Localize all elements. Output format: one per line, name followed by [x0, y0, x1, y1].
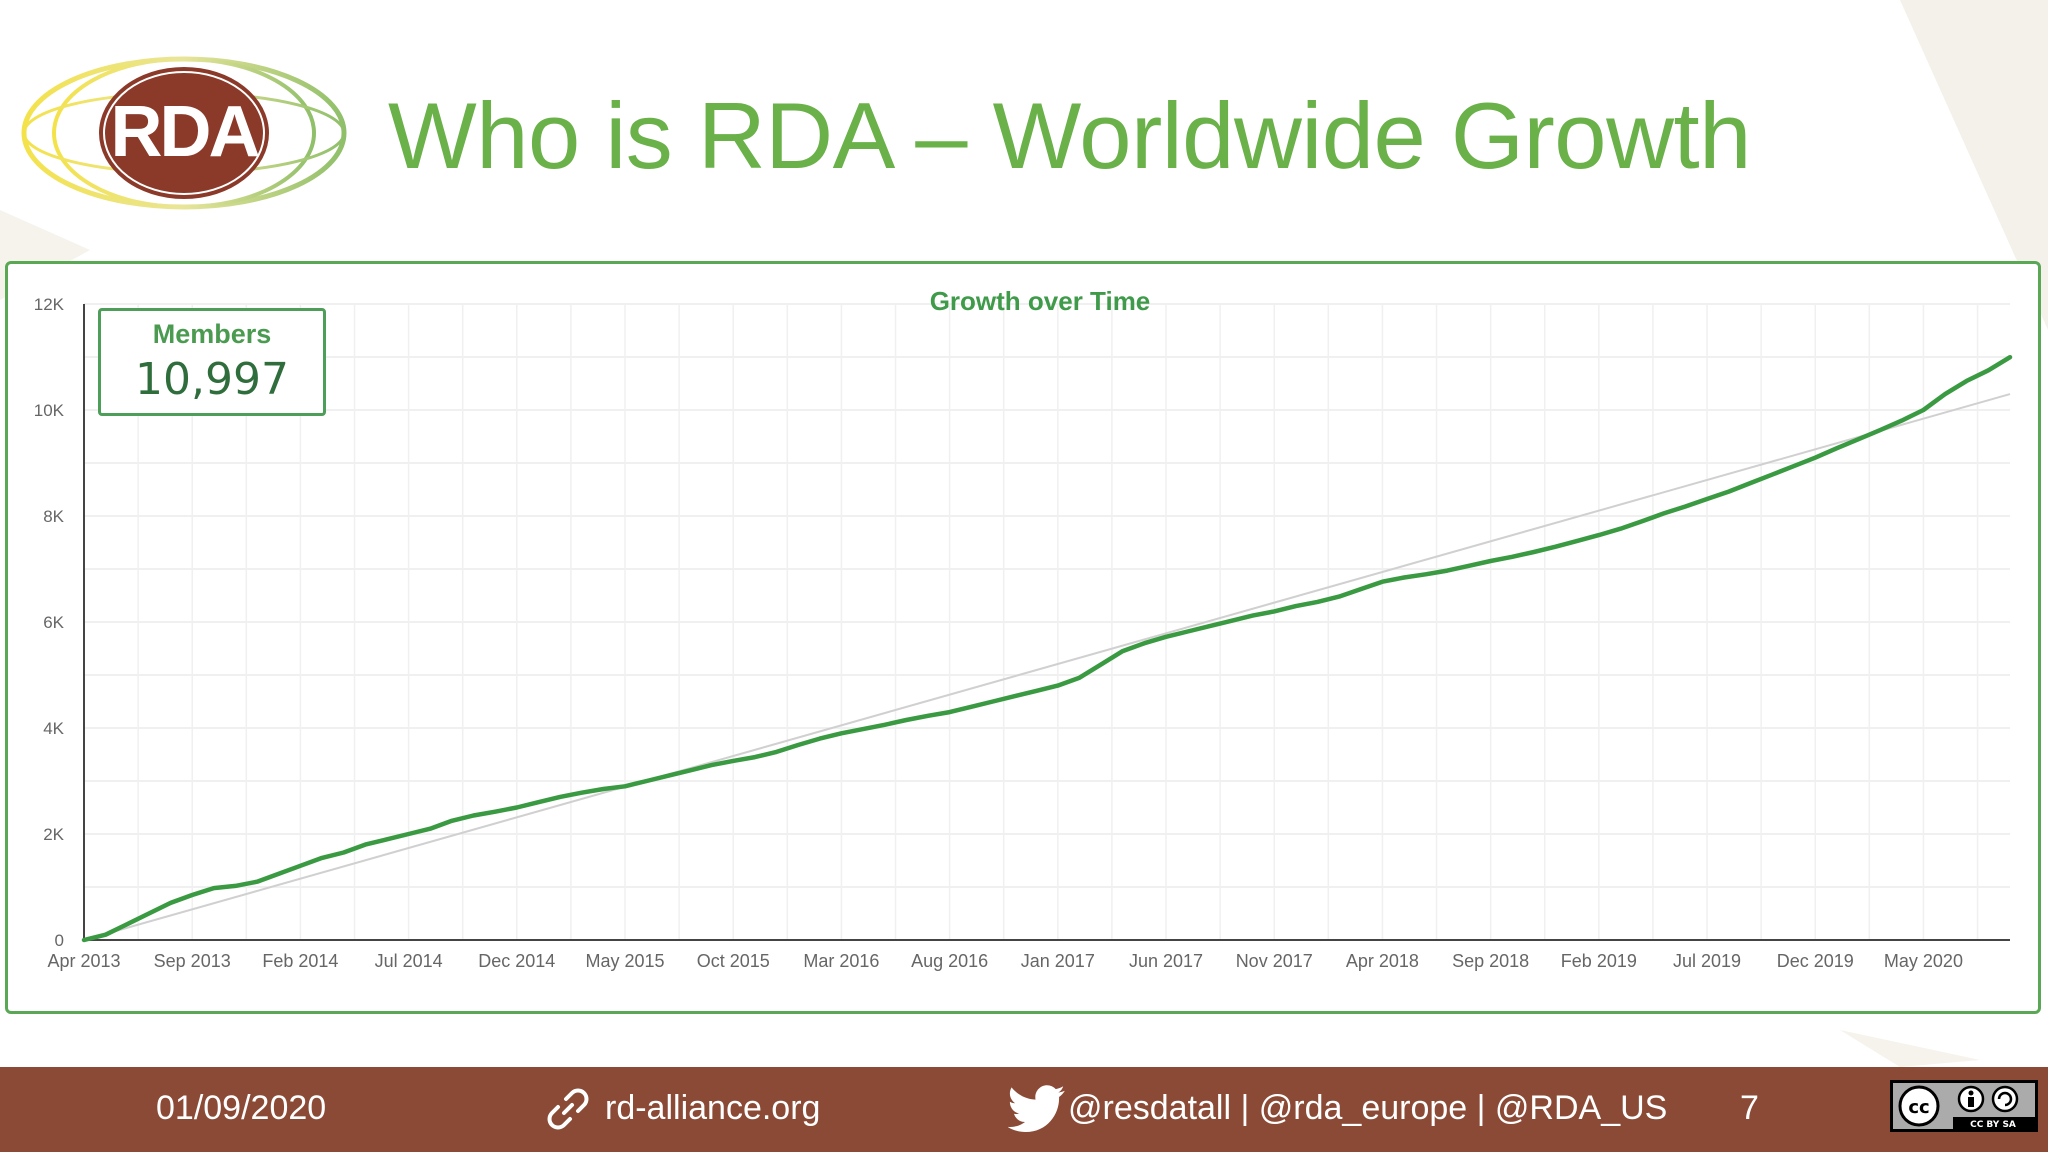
x-tick-label: Feb 2014 [262, 951, 338, 971]
members-label: Members [152, 319, 272, 349]
rda-logo-text: RDA [111, 92, 260, 172]
x-tick-label: Apr 2018 [1346, 951, 1419, 971]
slide-title: Who is RDA – Worldwide Growth [388, 83, 1751, 188]
y-tick-label: 4K [43, 719, 64, 738]
cc-license-badge: cc CC BY SA [1890, 1080, 2038, 1132]
cc-license-text: CC BY SA [1970, 1120, 2016, 1129]
twitter-bird-icon [1008, 1085, 1065, 1133]
x-tick-label: Jun 2017 [1129, 951, 1203, 971]
footer-twitter-handles[interactable]: @resdatall | @rda_europe | @RDA_US [1068, 1089, 1668, 1127]
rda-logo: RDA [21, 56, 347, 210]
x-tick-label: Oct 2015 [697, 951, 770, 971]
chart-title: Growth over Time [930, 286, 1151, 316]
members-series-line [81, 354, 2013, 943]
x-tick-label: Mar 2016 [803, 951, 879, 971]
y-tick-label: 12K [34, 295, 65, 314]
x-tick-label: Jul 2019 [1673, 951, 1741, 971]
y-tick-label: 0 [55, 931, 64, 950]
y-tick-label: 8K [43, 507, 64, 526]
x-tick-label: Dec 2019 [1777, 951, 1854, 971]
x-tick-label: Dec 2014 [478, 951, 555, 971]
x-tick-label: Jul 2014 [375, 951, 443, 971]
x-tick-label: Aug 2016 [911, 951, 988, 971]
x-tick-label: Sep 2018 [1452, 951, 1529, 971]
trend-line [83, 393, 2011, 941]
footer-page-number: 7 [1740, 1089, 1759, 1127]
x-tick-label: Sep 2013 [154, 951, 231, 971]
x-tick-label: Feb 2019 [1561, 951, 1637, 971]
growth-chart: 0 2K 4K 6K 8K 10K 12K Apr 2013 Sep 2013 Feb 2014 J… [34, 286, 2013, 971]
chart-frame [5, 261, 2041, 1014]
x-tick-label: May 2015 [585, 951, 664, 971]
members-value: 10,997 [135, 354, 289, 405]
footer-website-link[interactable]: rd-alliance.org [605, 1089, 821, 1127]
svg-text:cc: cc [1908, 1097, 1929, 1118]
members-card: Members 10,997 [98, 308, 326, 416]
x-tick-label: May 2020 [1884, 951, 1963, 971]
link-icon [547, 1088, 589, 1130]
x-tick-label: Nov 2017 [1236, 951, 1313, 971]
y-tick-label: 10K [34, 401, 65, 420]
x-tick-label: Apr 2013 [47, 951, 120, 971]
y-tick-label: 6K [43, 613, 64, 632]
y-tick-label: 2K [43, 825, 64, 844]
cc-by-sa-icon: cc CC BY SA [1898, 1085, 2035, 1130]
footer-date: 01/09/2020 [156, 1089, 327, 1127]
x-tick-label: Jan 2017 [1021, 951, 1095, 971]
footer-bar: 01/09/2020 rd-alliance.org @resdatall | … [0, 1067, 2048, 1152]
